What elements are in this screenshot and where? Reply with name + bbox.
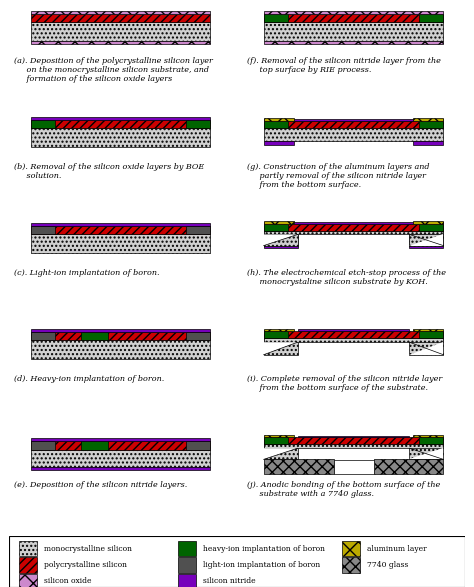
Text: silicon nitride: silicon nitride [203, 578, 255, 585]
Text: polycrystalline silicon: polycrystalline silicon [44, 561, 127, 569]
Text: (g). Construction of the aluminum layers and
     partly removal of the silicon : (g). Construction of the aluminum layers… [247, 163, 429, 190]
Bar [18, 573, 37, 587]
Text: (b). Removal of the silicon oxide layers by BOE
     solution.: (b). Removal of the silicon oxide layers… [14, 163, 204, 180]
Text: (i). Complete removal of the silicon nitride layer
     from the bottom surface : (i). Complete removal of the silicon nit… [247, 375, 442, 392]
Bar [342, 557, 360, 573]
Text: (e). Deposition of the silicon nitride layers.: (e). Deposition of the silicon nitride l… [14, 481, 187, 489]
Bar [18, 541, 37, 556]
Bar [178, 573, 196, 587]
Text: silicon oxide: silicon oxide [44, 578, 91, 585]
Text: light-ion implantation of boron: light-ion implantation of boron [203, 561, 320, 569]
Text: (d). Heavy-ion implantation of boron.: (d). Heavy-ion implantation of boron. [14, 375, 164, 383]
Text: 7740 glass: 7740 glass [367, 561, 408, 569]
Text: heavy-ion implantation of boron: heavy-ion implantation of boron [203, 545, 325, 552]
Text: monocrystalline silicon: monocrystalline silicon [44, 545, 132, 552]
Bar [342, 541, 360, 556]
Text: (a). Deposition of the polycrystalline silicon layer
     on the monocrystalline: (a). Deposition of the polycrystalline s… [14, 57, 213, 83]
Text: (h). The electrochemical etch-stop process of the
     monocrystaline silicon su: (h). The electrochemical etch-stop proce… [247, 269, 446, 286]
Bar [18, 557, 37, 573]
Text: aluminum layer: aluminum layer [367, 545, 426, 552]
Bar [178, 541, 196, 556]
Text: (f). Removal of the silicon nitride layer from the
     top surface by RIE proce: (f). Removal of the silicon nitride laye… [247, 57, 441, 75]
Bar [178, 557, 196, 573]
Text: (c). Light-ion implantation of boron.: (c). Light-ion implantation of boron. [14, 269, 159, 277]
Text: (j). Anodic bonding of the bottom surface of the
     substrate with a 7740 glas: (j). Anodic bonding of the bottom surfac… [247, 481, 440, 498]
